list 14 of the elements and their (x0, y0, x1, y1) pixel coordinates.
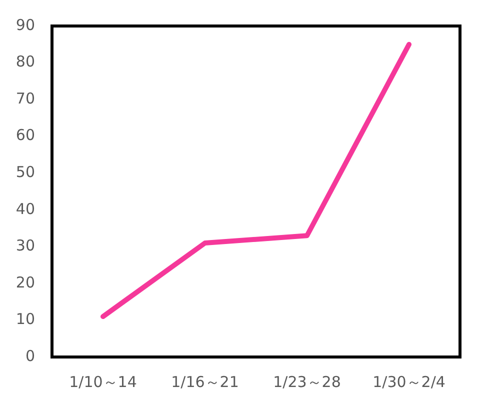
y-tick-label: 10 (16, 310, 35, 328)
y-tick-label: 50 (16, 163, 35, 181)
y-tick-label: 90 (16, 16, 35, 34)
y-tick-label: 0 (25, 346, 35, 365)
x-tick-label: 1/23～28 (273, 372, 341, 391)
y-tick-label: 60 (16, 126, 35, 144)
x-tick-label: 1/10～14 (69, 372, 137, 391)
y-tick-label: 70 (16, 89, 35, 108)
x-tick-label: 1/30～2/4 (372, 372, 446, 391)
y-tick-label: 20 (16, 273, 35, 292)
y-tick-label: 80 (16, 52, 35, 71)
y-tick-label: 40 (16, 200, 35, 218)
x-tick-label: 1/16～21 (171, 372, 239, 391)
y-tick-label: 30 (16, 236, 35, 255)
